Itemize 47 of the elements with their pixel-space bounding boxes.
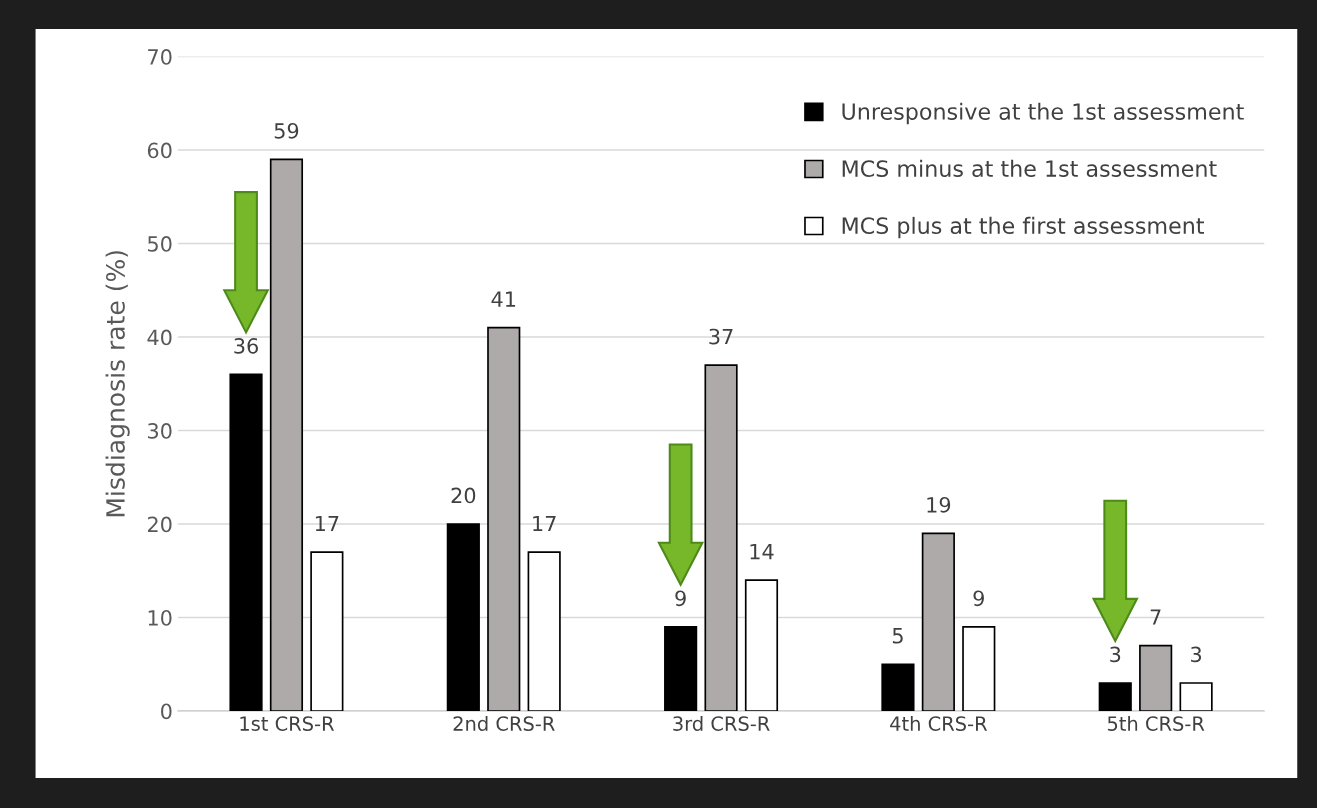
y-tick-label: 60 <box>147 142 172 159</box>
x-tick-label: 1st CRS-R <box>240 716 335 731</box>
legend-label: MCS minus at the 1st assessment <box>842 159 1217 177</box>
bar <box>310 551 344 712</box>
data-label: 19 <box>927 496 951 513</box>
y-axis-title: Misdiagnosis rate (%) <box>105 251 130 517</box>
legend-label: MCS plus at the first assessment <box>842 216 1204 239</box>
data-label: 5 <box>892 628 903 644</box>
x-tick-label: 4th CRS-R <box>890 715 988 731</box>
data-label: 3 <box>1191 646 1202 663</box>
bar <box>229 373 263 712</box>
y-tick-label: 0 <box>161 703 172 720</box>
y-tick-label: 20 <box>147 516 172 533</box>
legend-label: Unresponsive at the 1st assessment <box>842 102 1244 125</box>
data-label: 59 <box>274 122 299 139</box>
y-tick-label: 70 <box>148 49 172 65</box>
bar <box>527 551 561 712</box>
data-label: 14 <box>750 543 774 560</box>
bar <box>487 326 521 712</box>
x-tick-label: 3rd CRS-R <box>673 715 770 731</box>
bar <box>269 158 304 712</box>
bar <box>962 626 996 712</box>
bar <box>446 523 480 712</box>
data-label: 41 <box>491 291 516 307</box>
bar <box>1139 644 1173 712</box>
y-tick-label: 30 <box>148 423 172 439</box>
data-label: 36 <box>234 337 258 354</box>
y-tick-label: 10 <box>148 610 172 626</box>
data-label: 20 <box>451 487 476 504</box>
bar <box>921 532 955 712</box>
bar <box>1098 682 1132 712</box>
data-label: 9 <box>973 590 984 607</box>
bar <box>664 626 698 712</box>
x-tick-label: 2nd CRS-R <box>453 715 555 731</box>
x-tick-label: 5th CRS-R <box>1107 715 1205 731</box>
data-label: 17 <box>533 515 556 532</box>
y-tick-label: 50 <box>148 236 172 252</box>
data-label: 7 <box>1150 609 1161 625</box>
data-label: 9 <box>675 590 686 607</box>
data-label: 3 <box>1110 646 1121 663</box>
bar <box>704 364 738 712</box>
y-tick-label: 40 <box>147 329 172 346</box>
bar <box>1179 682 1213 712</box>
data-label: 37 <box>709 328 733 345</box>
data-label: 17 <box>315 515 339 532</box>
bar <box>744 579 779 712</box>
bar <box>881 663 915 712</box>
